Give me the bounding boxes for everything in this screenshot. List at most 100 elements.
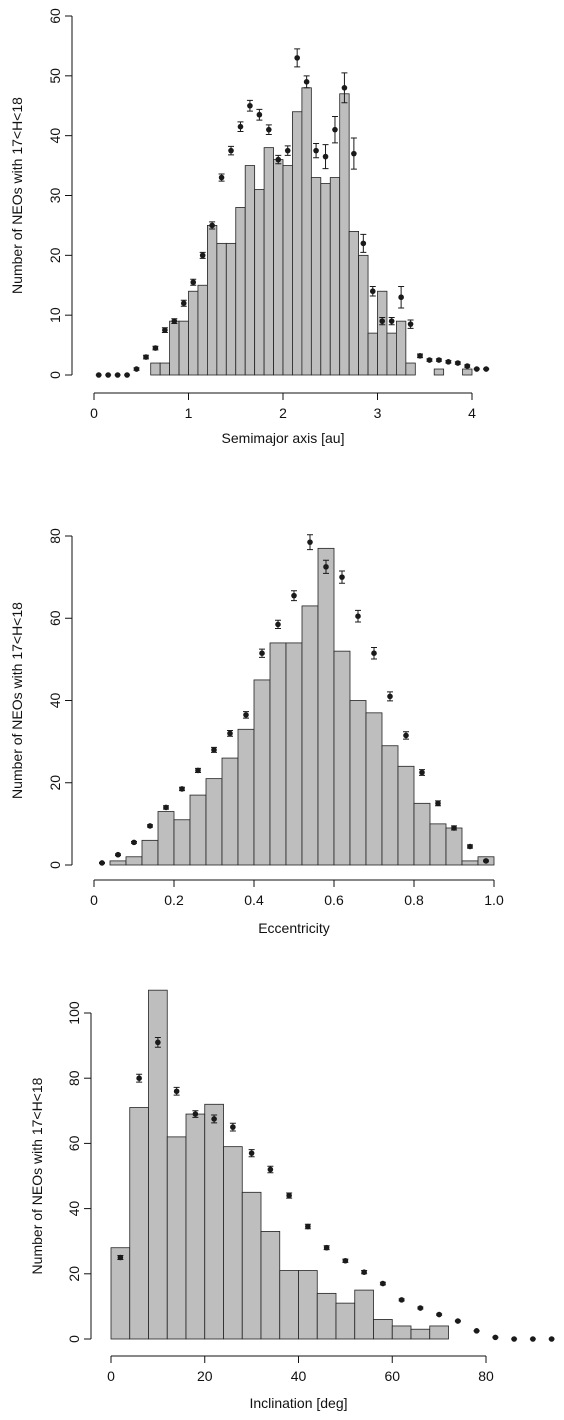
bar — [189, 794, 207, 866]
point — [419, 769, 425, 776]
point — [286, 1192, 292, 1199]
bar — [206, 225, 218, 376]
bar — [461, 860, 479, 866]
bar — [349, 700, 367, 866]
y-tick-label: 50 — [47, 68, 63, 84]
bar — [204, 1103, 224, 1340]
point — [426, 357, 433, 363]
bar — [354, 1289, 374, 1340]
point — [179, 786, 185, 792]
point — [190, 279, 197, 286]
bar — [429, 823, 447, 866]
y-tick-label: 80 — [47, 528, 63, 544]
bar — [109, 860, 127, 866]
bar — [292, 111, 303, 376]
bar — [244, 165, 256, 376]
y-tick-label: 20 — [66, 1266, 82, 1282]
point — [248, 1150, 255, 1156]
y-tick-label: 40 — [66, 1201, 82, 1217]
y-tick-label: 40 — [47, 693, 63, 709]
point — [105, 372, 111, 378]
point — [361, 1269, 367, 1275]
y-tick-label: 100 — [66, 1001, 82, 1025]
bar — [197, 284, 208, 376]
bar — [301, 87, 312, 376]
x-tick-label: 2 — [279, 405, 287, 421]
x-tick-label: 1.0 — [484, 892, 504, 908]
point — [228, 147, 234, 154]
x-tick-label: 1 — [185, 405, 193, 421]
point — [163, 804, 169, 811]
point — [162, 327, 168, 333]
bar — [216, 242, 227, 376]
point — [417, 1305, 424, 1311]
bar — [301, 605, 319, 866]
bar — [429, 1325, 449, 1340]
point — [339, 574, 345, 580]
point — [136, 1075, 142, 1081]
bar — [333, 650, 351, 866]
point — [218, 174, 225, 181]
y-tick-label: 60 — [47, 610, 63, 626]
y-tick-label: 0 — [47, 861, 63, 869]
bar — [316, 1292, 337, 1340]
point — [294, 55, 300, 61]
point — [131, 839, 137, 846]
point — [360, 240, 367, 247]
x-tick-label: 60 — [384, 1368, 400, 1384]
bar — [178, 320, 189, 376]
point — [464, 363, 471, 369]
bar — [358, 254, 369, 376]
point — [380, 1280, 386, 1287]
point — [99, 860, 105, 866]
bar — [462, 368, 473, 376]
x-tick-label: 4 — [468, 405, 476, 421]
bar — [223, 1146, 243, 1340]
point — [147, 823, 153, 829]
point — [173, 1088, 180, 1095]
point — [227, 730, 233, 737]
bar — [260, 1231, 281, 1340]
bar — [169, 320, 180, 376]
y-tick-label: 80 — [66, 1070, 82, 1086]
point — [332, 126, 338, 133]
y-tick-label: 0 — [47, 371, 63, 379]
bar — [317, 547, 335, 866]
point — [323, 1244, 330, 1251]
bar — [269, 642, 287, 866]
point — [291, 592, 297, 599]
point — [284, 147, 291, 154]
bar — [279, 1270, 299, 1340]
point — [473, 1328, 480, 1334]
bar — [386, 332, 397, 376]
point — [455, 360, 461, 366]
point — [275, 156, 282, 163]
bar — [410, 1328, 431, 1340]
x-tick-label: 0 — [107, 1368, 115, 1384]
point — [483, 366, 489, 372]
point — [195, 767, 201, 774]
x-tick-label: 0.6 — [324, 892, 344, 908]
point — [143, 354, 149, 360]
point — [398, 1297, 405, 1303]
x-tick-label: 80 — [478, 1368, 494, 1384]
bar — [405, 362, 416, 376]
bar — [273, 159, 284, 376]
point — [237, 123, 244, 130]
point — [530, 1336, 536, 1342]
bar — [129, 1107, 149, 1340]
bar — [298, 1270, 318, 1340]
point — [483, 858, 489, 864]
point — [407, 321, 414, 327]
point — [124, 372, 130, 378]
point — [209, 222, 215, 229]
bar — [254, 189, 265, 376]
point — [398, 294, 404, 301]
bar — [373, 1319, 393, 1340]
point — [247, 102, 253, 109]
point — [467, 843, 473, 850]
x-axis-label: Inclination [deg] — [249, 1395, 347, 1411]
point — [342, 1257, 349, 1264]
point — [303, 79, 310, 85]
point — [417, 353, 423, 359]
